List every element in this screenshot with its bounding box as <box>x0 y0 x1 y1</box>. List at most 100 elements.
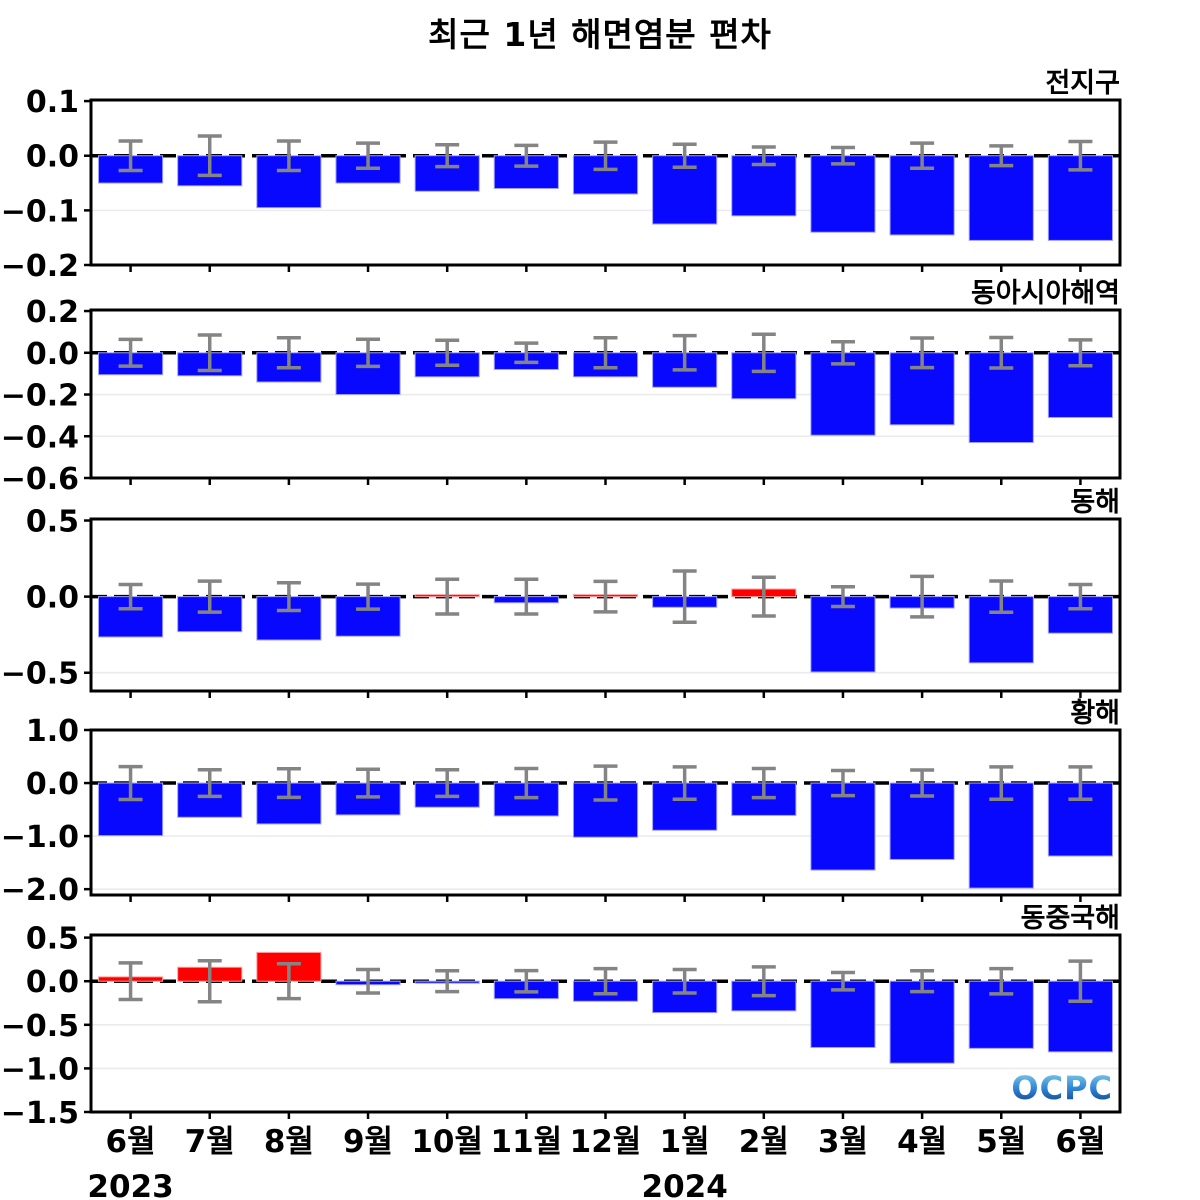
error-bar <box>1068 765 1093 801</box>
error-bar <box>593 764 618 802</box>
month-label: 3월 <box>818 1124 868 1160</box>
y-tick-label: −0.1 <box>1 194 79 229</box>
error-bar <box>276 581 301 613</box>
bar-5월 <box>968 596 1034 664</box>
panel-4: 0.5 0.0 −0.5 −1.0 −1.5 동중국해 <box>1 903 1122 1131</box>
panel-label: 황해 <box>1070 698 1120 729</box>
y-tick-label: −0.5 <box>1 657 79 692</box>
error-bar <box>830 768 855 798</box>
panel-label: 동아시아해역 <box>971 278 1120 309</box>
year-label: 2023 <box>87 1169 173 1200</box>
error-bar <box>989 335 1014 370</box>
error-bar <box>118 764 143 802</box>
month-label: 5월 <box>976 1124 1026 1160</box>
month-label: 7월 <box>185 1124 235 1160</box>
error-bar <box>830 145 855 166</box>
error-bar <box>435 338 460 368</box>
y-tick-label: −0.2 <box>1 249 79 284</box>
error-bar <box>435 143 460 169</box>
panel-label: 동해 <box>1070 487 1120 518</box>
error-bar <box>1068 338 1093 368</box>
error-bar <box>593 966 618 996</box>
month-label: 8월 <box>264 1124 314 1160</box>
y-tick-label: −1.0 <box>1 820 79 855</box>
error-bar <box>356 767 381 799</box>
panel-label: 전지구 <box>1045 68 1120 99</box>
error-bar <box>356 141 381 171</box>
chart-title: 최근 1년 해면염분 편차 <box>428 15 772 54</box>
error-bar <box>276 139 301 173</box>
bar-3월 <box>810 782 876 871</box>
error-bar <box>672 967 697 995</box>
error-bar <box>989 765 1014 801</box>
panel-label: 동중국해 <box>1021 903 1120 934</box>
error-bar <box>197 579 222 614</box>
y-tick-label: 0.5 <box>26 922 79 957</box>
axis-box <box>89 933 1122 1114</box>
error-bar <box>1068 139 1093 172</box>
bar-5월 <box>968 155 1034 241</box>
bar-3월 <box>810 155 876 233</box>
error-bar <box>197 768 222 799</box>
y-tick-label: 0.5 <box>26 505 79 540</box>
month-label: 6월 <box>1055 1124 1105 1160</box>
error-bar <box>593 579 618 614</box>
error-bar <box>514 766 539 800</box>
error-bar <box>910 768 935 798</box>
error-bar <box>1068 582 1093 611</box>
error-bar <box>830 339 855 366</box>
month-label: 6월 <box>106 1124 156 1160</box>
error-bar <box>118 961 143 1002</box>
year-label: 2024 <box>642 1169 728 1200</box>
error-bar <box>593 336 618 370</box>
bar-3월 <box>810 352 876 436</box>
error-bar <box>276 766 301 800</box>
error-bar <box>672 142 697 169</box>
y-tick-label: 0.0 <box>26 965 79 1000</box>
error-bar <box>197 958 222 1004</box>
error-bar <box>1068 959 1093 1004</box>
error-bar <box>514 577 539 616</box>
error-bar <box>751 145 776 167</box>
error-bar <box>751 575 776 618</box>
month-label: 10월 <box>411 1124 483 1160</box>
error-bar <box>910 336 935 370</box>
y-tick-label: 1.0 <box>26 714 79 749</box>
error-bar <box>593 140 618 172</box>
error-bar <box>910 141 935 171</box>
month-label: 9월 <box>343 1124 393 1160</box>
y-tick-label: 0.0 <box>26 767 79 802</box>
error-bar <box>830 970 855 992</box>
error-bar <box>751 965 776 998</box>
month-label: 1월 <box>660 1124 710 1160</box>
error-bar <box>356 967 381 995</box>
y-tick-label: −0.5 <box>1 1009 79 1044</box>
month-label: 4월 <box>897 1124 947 1160</box>
ocpc-logo: OCPC <box>1011 1069 1113 1107</box>
error-bar <box>435 768 460 799</box>
error-bar <box>197 134 222 178</box>
error-bar <box>910 574 935 619</box>
panel-0: 0.1 0.0 −0.1 −0.2 전지구 <box>1 68 1122 284</box>
y-tick-label: −1.0 <box>1 1052 79 1087</box>
y-tick-label: 0.0 <box>26 140 79 175</box>
bar-3월 <box>810 596 876 673</box>
error-bar <box>276 336 301 370</box>
bar-3월 <box>810 980 876 1048</box>
y-tick-label: −2.0 <box>1 873 79 908</box>
error-bar <box>118 582 143 611</box>
y-tick-label: 0.2 <box>26 295 79 330</box>
error-bar <box>910 968 935 994</box>
error-bar <box>751 766 776 800</box>
error-bar <box>672 765 697 801</box>
error-bar <box>989 966 1014 996</box>
error-bar <box>356 337 381 369</box>
y-tick-label: −0.4 <box>1 420 79 455</box>
error-bar <box>672 569 697 624</box>
month-label: 11월 <box>491 1124 563 1160</box>
panel-3: 1.0 0.0 −1.0 −2.0 황해 <box>1 698 1122 908</box>
y-tick-label: −1.5 <box>1 1096 79 1131</box>
y-tick-label: −0.6 <box>1 462 79 497</box>
